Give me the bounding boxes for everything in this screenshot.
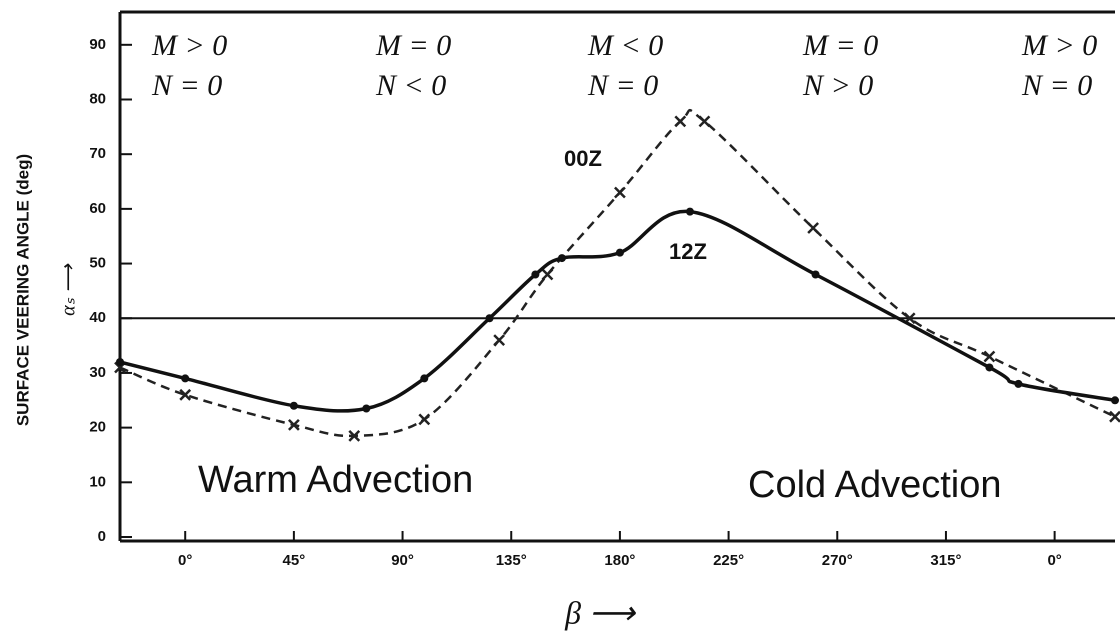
regime-label: M > 0 xyxy=(151,29,227,62)
regime-label: N = 0 xyxy=(1021,69,1092,102)
marker xyxy=(493,334,506,347)
regime-label: N = 0 xyxy=(151,69,222,102)
marker xyxy=(1109,410,1120,423)
marker xyxy=(348,429,361,442)
y-symbol: αₛ ⟶ xyxy=(58,263,80,316)
marker xyxy=(674,115,687,128)
marker xyxy=(614,186,626,199)
x-tick-label: 0° xyxy=(1047,552,1061,569)
x-tick-label: 90° xyxy=(391,552,414,569)
marker xyxy=(811,270,820,279)
marker xyxy=(615,248,624,257)
marker xyxy=(418,413,431,426)
marker xyxy=(531,270,540,279)
marker xyxy=(181,374,190,383)
marker xyxy=(362,404,371,413)
marker xyxy=(541,268,554,281)
y-tick-label: 60 xyxy=(89,200,106,217)
series-line xyxy=(119,109,1116,438)
regime-label: M > 0 xyxy=(1021,29,1097,62)
marker xyxy=(557,254,566,263)
x-tick-label: 315° xyxy=(930,552,961,569)
x-axis-label: β ⟶ xyxy=(564,594,636,630)
annotation: Warm Advection xyxy=(198,459,473,501)
marker xyxy=(420,374,429,383)
marker xyxy=(116,358,124,366)
y-axis-label: SURFACE VEERING ANGLE (deg) xyxy=(13,154,32,426)
regime-label: M = 0 xyxy=(802,29,878,62)
y-tick-label: 10 xyxy=(89,473,106,490)
marker xyxy=(485,314,494,323)
x-tick-label: 225° xyxy=(713,552,744,569)
y-tick-label: 20 xyxy=(89,419,106,436)
regime-label: M < 0 xyxy=(587,29,663,62)
annotation: Cold Advection xyxy=(748,464,1002,506)
y-tick-label: 40 xyxy=(89,309,106,326)
x-tick-label: 0° xyxy=(178,552,192,569)
regime-label: N = 0 xyxy=(587,69,658,102)
regime-label: M = 0 xyxy=(375,29,451,62)
marker xyxy=(685,207,694,216)
marker xyxy=(698,115,711,128)
x-tick-label: 180° xyxy=(604,552,635,569)
marker xyxy=(983,350,996,363)
marker xyxy=(1111,396,1119,405)
regime-label: N < 0 xyxy=(375,69,446,102)
y-tick-label: 0 xyxy=(98,528,106,545)
y-tick-label: 80 xyxy=(89,90,106,107)
y-tick-label: 90 xyxy=(89,36,106,53)
y-tick-label: 30 xyxy=(89,364,106,381)
series-line xyxy=(119,209,1116,413)
regime-label: N > 0 xyxy=(802,69,873,102)
marker xyxy=(985,363,994,372)
marker xyxy=(807,222,820,234)
marker xyxy=(179,388,192,401)
marker xyxy=(287,419,300,431)
x-tick-label: 270° xyxy=(822,552,853,569)
marker xyxy=(289,401,298,410)
y-tick-label: 50 xyxy=(89,255,106,272)
marker xyxy=(1014,379,1023,388)
x-tick-label: 45° xyxy=(283,552,306,569)
y-tick-label: 70 xyxy=(89,145,106,162)
series-label: 12Z xyxy=(669,239,707,264)
x-tick-label: 135° xyxy=(496,552,527,569)
series-label: 00Z xyxy=(564,146,602,171)
